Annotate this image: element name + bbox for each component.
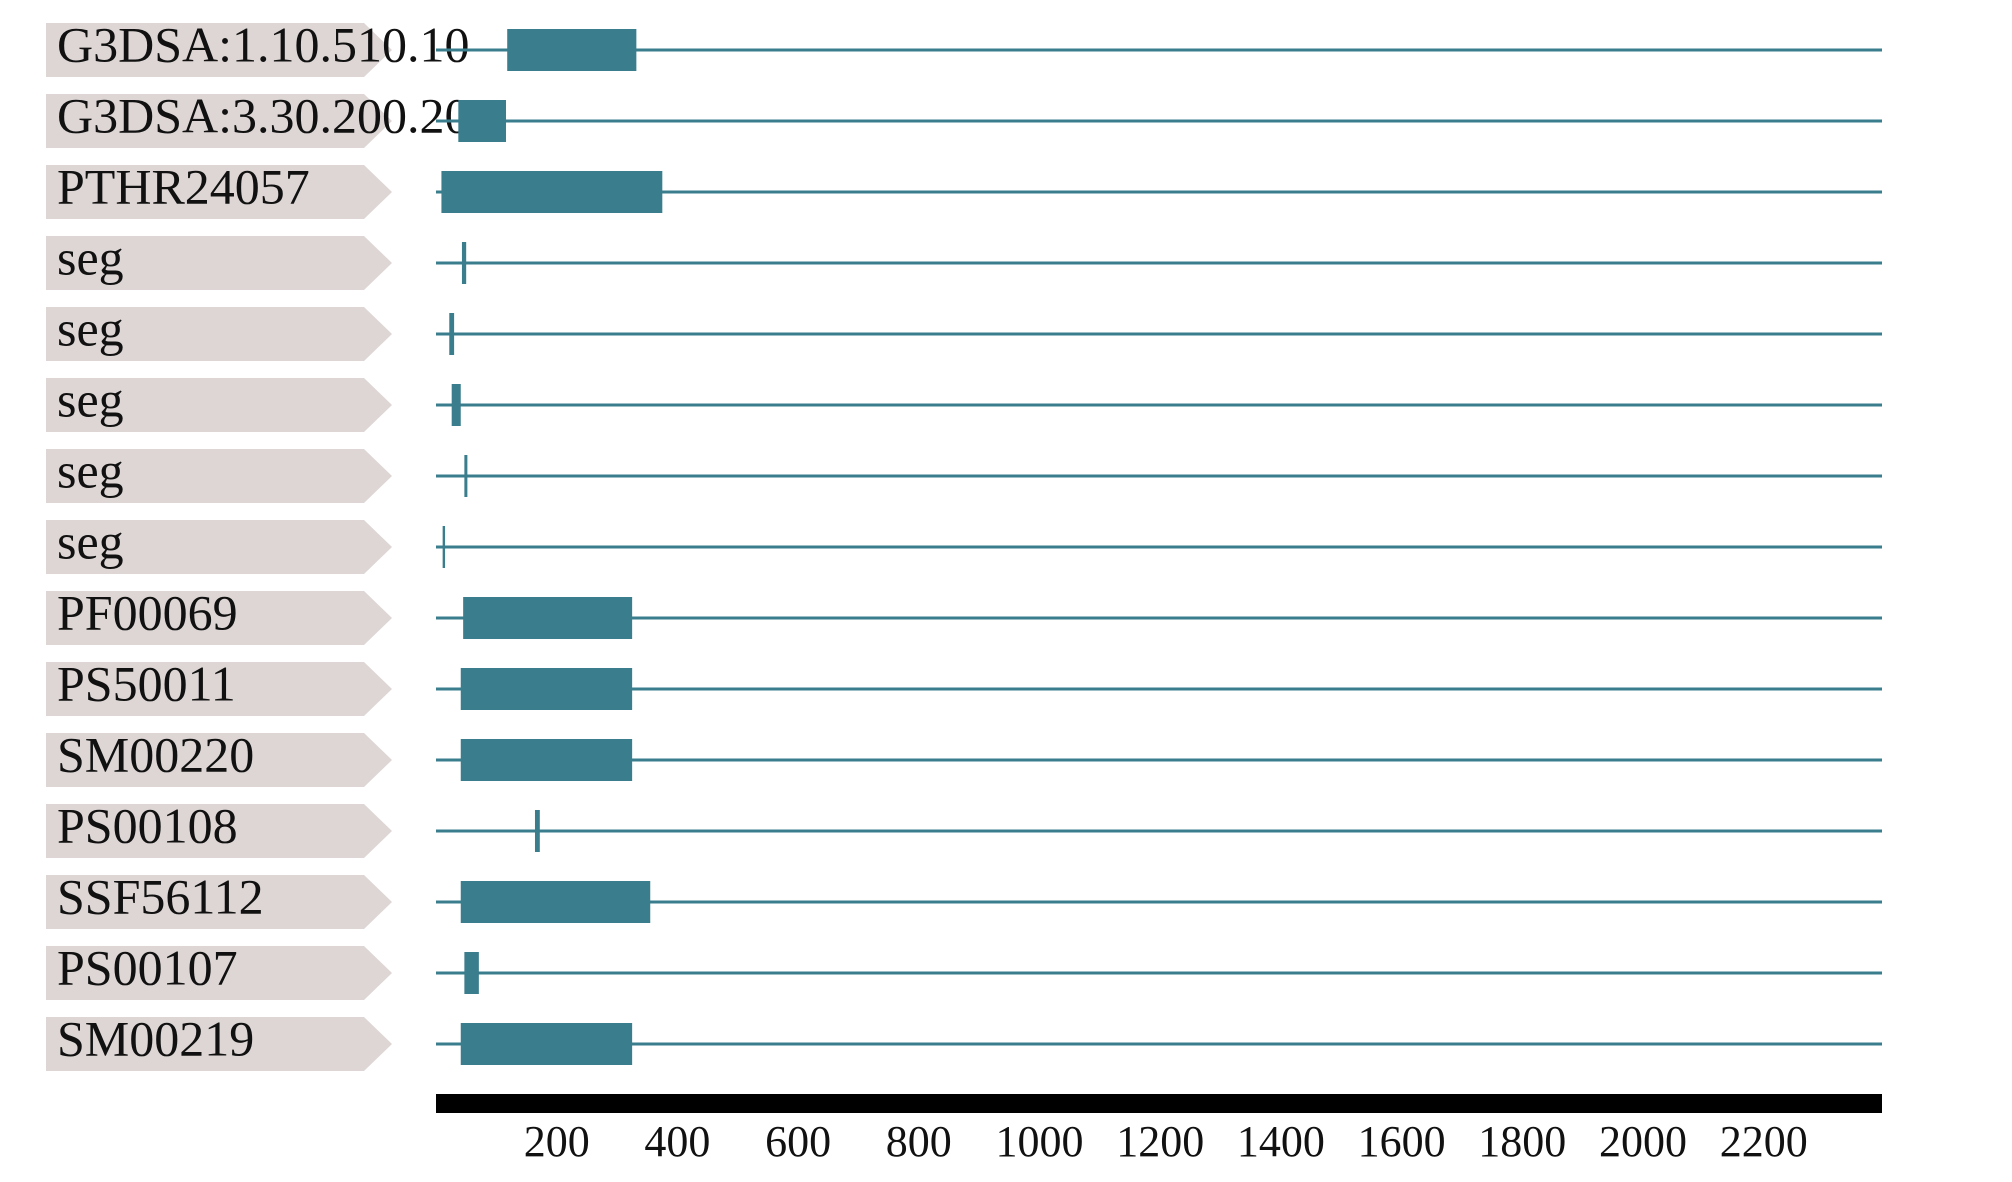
x-tick-label: 1400 [1237, 1117, 1325, 1166]
track-label: PS00107 [57, 939, 238, 995]
label-arrow [46, 23, 392, 77]
label-arrow [46, 946, 392, 1000]
label-arrow [46, 449, 392, 503]
label-arrow [46, 94, 392, 148]
domain [460, 1023, 633, 1065]
domain [460, 668, 633, 710]
track-label: seg [57, 229, 124, 285]
x-tick-label: 2200 [1720, 1117, 1808, 1166]
label-arrow [46, 875, 392, 929]
x-tick-label: 200 [524, 1117, 590, 1166]
track-label: PS50011 [57, 655, 236, 711]
domain [463, 597, 633, 639]
track-label: G3DSA:3.30.200.20 [57, 87, 470, 143]
domain [464, 952, 479, 994]
track-label: PS00108 [57, 797, 238, 853]
label-arrow [46, 165, 392, 219]
domain [449, 313, 455, 355]
label-arrow [46, 236, 392, 290]
track-label: SM00219 [57, 1010, 254, 1066]
label-arrow [46, 804, 392, 858]
track-label: seg [57, 442, 124, 498]
label-arrow [46, 733, 392, 787]
x-tick-label: 1800 [1478, 1117, 1566, 1166]
domain [461, 242, 467, 284]
domain [441, 171, 663, 213]
track-label: seg [57, 371, 124, 427]
label-arrow [46, 662, 392, 716]
track-label: seg [57, 513, 124, 569]
domain [534, 810, 540, 852]
label-arrow [46, 520, 392, 574]
track-label: SSF56112 [57, 868, 264, 924]
domain [458, 100, 507, 142]
x-tick-label: 1600 [1358, 1117, 1446, 1166]
domain [442, 526, 446, 568]
track-label: seg [57, 300, 124, 356]
label-arrow [46, 378, 392, 432]
label-arrow [46, 307, 392, 361]
x-tick-label: 2000 [1599, 1117, 1687, 1166]
track-label: PTHR24057 [57, 158, 310, 214]
track-label: G3DSA:1.10.510.10 [57, 16, 470, 72]
domain [507, 29, 637, 71]
x-tick-label: 800 [886, 1117, 952, 1166]
x-tick-label: 1000 [996, 1117, 1084, 1166]
x-tick-label: 600 [765, 1117, 831, 1166]
domain [460, 739, 633, 781]
domain [451, 384, 461, 426]
label-arrow [46, 591, 392, 645]
x-tick-label: 400 [644, 1117, 710, 1166]
axis-bar [436, 1094, 1882, 1113]
x-tick-label: 1200 [1116, 1117, 1204, 1166]
domain [464, 455, 468, 497]
label-arrow [46, 1017, 392, 1071]
domain [460, 881, 651, 923]
track-label: PF00069 [57, 584, 238, 640]
track-label: SM00220 [57, 726, 254, 782]
